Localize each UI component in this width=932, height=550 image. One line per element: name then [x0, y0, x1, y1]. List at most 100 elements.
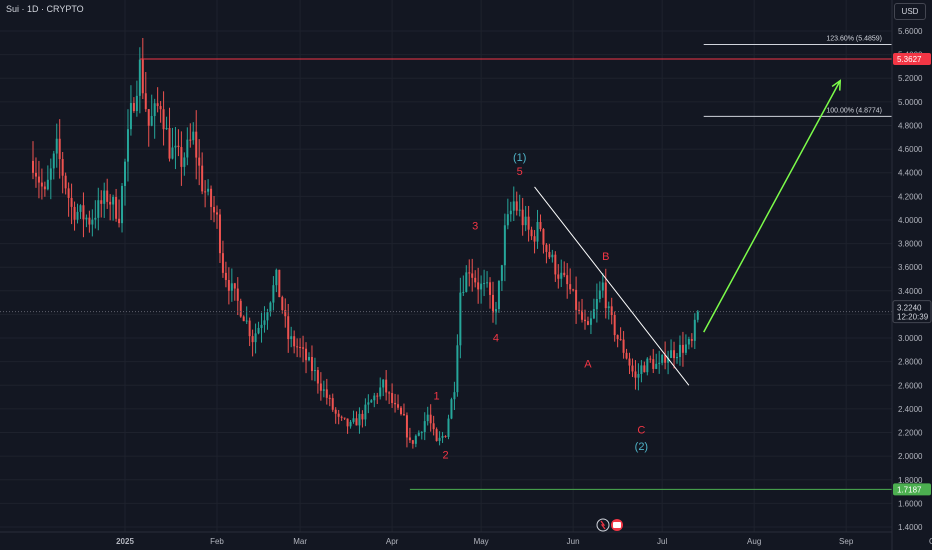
candle-body [293, 336, 296, 347]
candle-body [126, 129, 129, 162]
wave-label: 1 [434, 390, 440, 402]
candle-body [693, 319, 696, 341]
candle-body [696, 311, 699, 320]
candle-body [337, 413, 340, 417]
current-price-tag-text: 3.2240 [897, 304, 922, 313]
candle-body [423, 421, 426, 433]
candle-body [435, 429, 438, 441]
candle-body [563, 272, 566, 276]
candle-body [156, 103, 159, 107]
candle-body [598, 290, 601, 300]
candle-body [227, 280, 230, 291]
candle-body [394, 402, 397, 405]
candle-body [462, 291, 465, 293]
candle-body [296, 346, 299, 348]
candle-body [132, 103, 135, 112]
price-tick-label: 5.2000 [898, 74, 923, 83]
candle-body [489, 282, 492, 295]
candle-body [652, 359, 655, 369]
candle-body [278, 269, 281, 298]
candle-body [138, 59, 141, 96]
time-tick-label: Apr [386, 537, 399, 546]
price-tick-label: 4.4000 [898, 169, 923, 178]
candle-body [251, 336, 254, 343]
candle-body [408, 437, 411, 441]
candle-body [471, 273, 474, 278]
candle-body [515, 201, 518, 211]
candle-body [91, 219, 94, 225]
candle-body [112, 196, 115, 205]
current-price-tag-border [892, 300, 932, 324]
candle-body [625, 352, 628, 359]
candle-body [221, 253, 224, 273]
candle-body [70, 197, 73, 207]
candle-body [388, 392, 391, 394]
candle-body [400, 407, 402, 415]
candle-body [49, 168, 52, 180]
price-tick-label: 4.8000 [898, 121, 923, 130]
candle-body [230, 283, 233, 291]
candle-body [459, 292, 462, 346]
candle-body [263, 320, 266, 325]
candle-body [121, 185, 124, 224]
candle-body [207, 188, 210, 192]
candle-body [661, 354, 664, 363]
candle-body [530, 229, 533, 237]
currency-button[interactable]: USD [894, 3, 926, 20]
logo-badges [596, 518, 623, 532]
candle-body [667, 357, 670, 363]
price-tick-label: 3.6000 [898, 263, 923, 272]
candle-body [236, 288, 239, 301]
candle-body [509, 210, 512, 215]
candle-body [619, 339, 622, 341]
candle-body [417, 432, 420, 436]
candle-body [557, 274, 560, 279]
candle-body [382, 379, 385, 388]
candle-body [272, 285, 275, 303]
candle-body [494, 309, 497, 313]
wave-label: A [584, 359, 592, 371]
candle-body [144, 93, 147, 110]
candle-body [109, 201, 112, 205]
resistance-tag-bg [893, 53, 931, 66]
wave-label: (2) [635, 441, 648, 453]
candle-body [637, 374, 640, 378]
time-axis[interactable]: 2025 Feb Mar Apr May Jun Jul Aug Sep Oct [0, 531, 932, 546]
candle-body [287, 316, 290, 340]
candle-body [305, 348, 308, 361]
candle-body [76, 211, 79, 220]
candle-body [640, 365, 643, 375]
candle-body [257, 327, 260, 334]
candle-body [370, 400, 373, 403]
price-tick-label: 3.4000 [898, 287, 923, 296]
candle-body [518, 209, 521, 211]
candle-body [551, 254, 554, 258]
candle-body [85, 217, 88, 220]
candle-body [477, 282, 480, 290]
price-tick-label: 2.2000 [898, 429, 923, 438]
candle-body [218, 214, 221, 254]
candle-body [242, 316, 245, 322]
trendline [534, 186, 690, 386]
candle-body [595, 299, 598, 310]
wave-label: 2 [442, 450, 448, 462]
candle-body [379, 387, 382, 397]
candle-body [690, 339, 693, 341]
candle-body [233, 283, 236, 289]
candle-body [147, 109, 150, 126]
candle-body [201, 165, 204, 192]
candle-body [542, 229, 545, 245]
candle-body [281, 297, 284, 311]
candle-body [189, 139, 192, 141]
candle-body [106, 190, 109, 202]
candle-body [302, 347, 305, 349]
candle-body [328, 397, 331, 399]
candle-body [331, 398, 334, 410]
candle-body [64, 175, 67, 189]
candle-body [616, 335, 619, 340]
price-tick-label: 2.4000 [898, 405, 923, 414]
candle-body [275, 269, 278, 286]
candle-body [239, 300, 242, 317]
candle-body [676, 356, 678, 359]
